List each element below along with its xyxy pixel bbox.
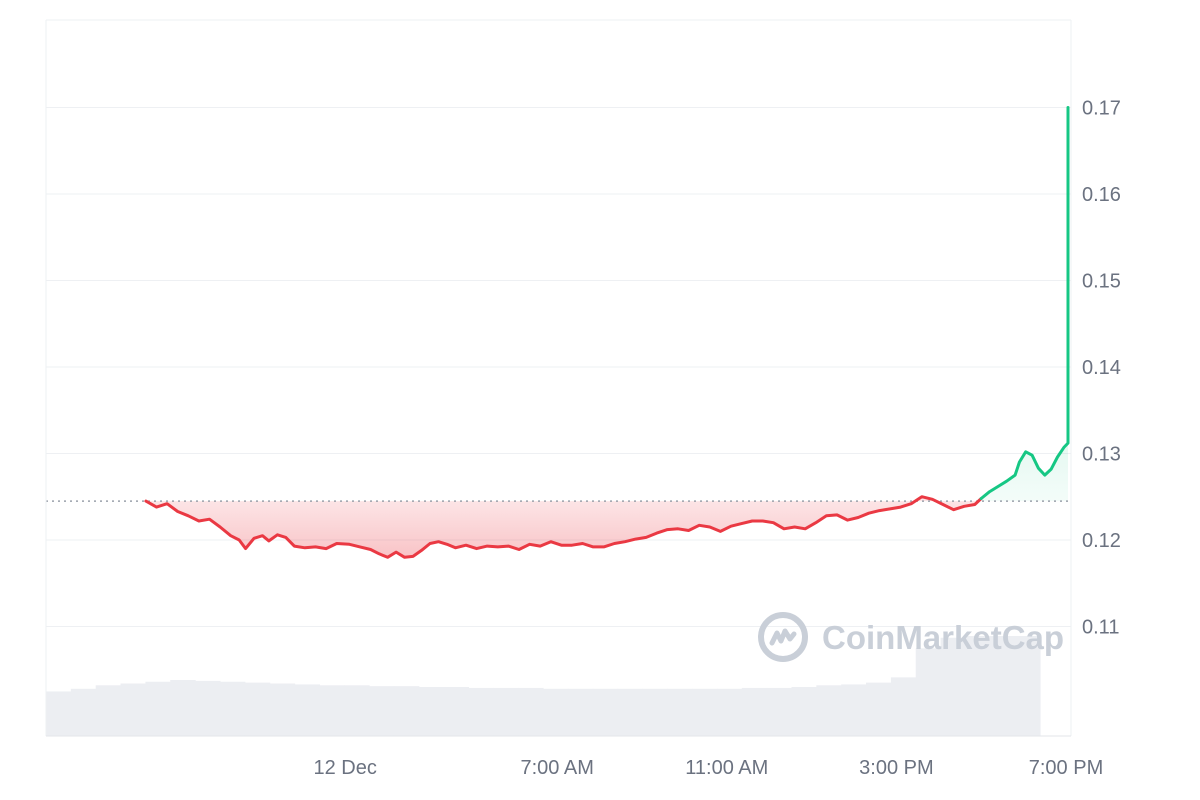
volume-bar: [369, 686, 395, 736]
x-tick-label: 7:00 PM: [1029, 757, 1103, 779]
grid-lines: [46, 19, 1071, 627]
x-tick-label: 3:00 PM: [859, 757, 933, 779]
volume-bar: [841, 684, 867, 736]
x-tick-label: 12 Dec: [314, 757, 377, 779]
volume-bar: [195, 680, 221, 736]
volume-bar: [617, 688, 643, 736]
volume-bar: [319, 685, 345, 736]
volume-bar: [244, 682, 271, 736]
price-lines: [144, 106, 1070, 559]
volume-bar: [518, 687, 544, 736]
volume-bar: [915, 648, 942, 736]
y-tick-label: 0.15: [1082, 271, 1121, 293]
volume-bar: [393, 686, 420, 736]
volume-bar: [443, 687, 470, 736]
volume-bar: [294, 684, 320, 736]
y-tick-label: 0.11: [1082, 617, 1119, 639]
x-axis: 12 Dec 7:00 AM 11:00 AM 3:00 PM 7:00 PM: [314, 757, 1104, 779]
loss-line: [144, 495, 983, 559]
gain-area: [981, 107, 1068, 502]
volume-bar: [567, 688, 594, 736]
volume-bar: [145, 681, 171, 736]
volume-bar: [766, 687, 793, 736]
volume-bar: [667, 688, 693, 736]
volume-bar: [95, 685, 122, 736]
y-tick-label: 0.12: [1082, 530, 1121, 552]
watermark-text: CoinMarketCap: [822, 619, 1064, 656]
coinmarketcap-logo-icon: [758, 612, 808, 662]
volume-bar: [418, 687, 445, 736]
volume-bar: [543, 688, 569, 736]
volume-bar: [344, 685, 370, 736]
volume-bars: [46, 636, 1041, 736]
volume-bar: [791, 687, 817, 736]
volume-bar: [940, 637, 967, 736]
volume-bar: [692, 688, 718, 736]
y-tick-label: 0.14: [1082, 357, 1121, 379]
volume-bar: [642, 688, 668, 736]
y-axis: 0.11 0.12 0.13 0.14 0.15 0.16 0.17: [1082, 98, 1121, 639]
volume-bar: [592, 688, 619, 736]
volume-bar: [965, 636, 991, 736]
volume-bar: [990, 636, 1016, 736]
volume-bar: [46, 691, 72, 736]
volume-bar: [219, 681, 246, 736]
volume-bar: [741, 687, 768, 736]
volume-bar: [1015, 636, 1041, 736]
watermark: CoinMarketCap: [758, 612, 1064, 662]
volume-bar: [70, 688, 97, 736]
volume-bar: [269, 683, 296, 736]
x-tick-label: 11:00 AM: [685, 757, 768, 779]
price-area: [145, 107, 1068, 558]
y-tick-label: 0.17: [1082, 98, 1121, 120]
volume-bar: [493, 687, 519, 736]
volume-bar: [816, 685, 842, 736]
x-tick-label: 7:00 AM: [521, 757, 594, 779]
gain-line: [979, 106, 1070, 500]
volume-bar: [890, 677, 917, 736]
volume-bar: [468, 687, 494, 736]
y-tick-label: 0.16: [1082, 184, 1121, 206]
loss-area: [145, 496, 982, 558]
volume-bar: [716, 688, 743, 736]
volume-bar: [866, 682, 892, 736]
volume-bar: [120, 683, 146, 736]
y-tick-label: 0.13: [1082, 444, 1121, 466]
volume-bar: [170, 680, 196, 736]
